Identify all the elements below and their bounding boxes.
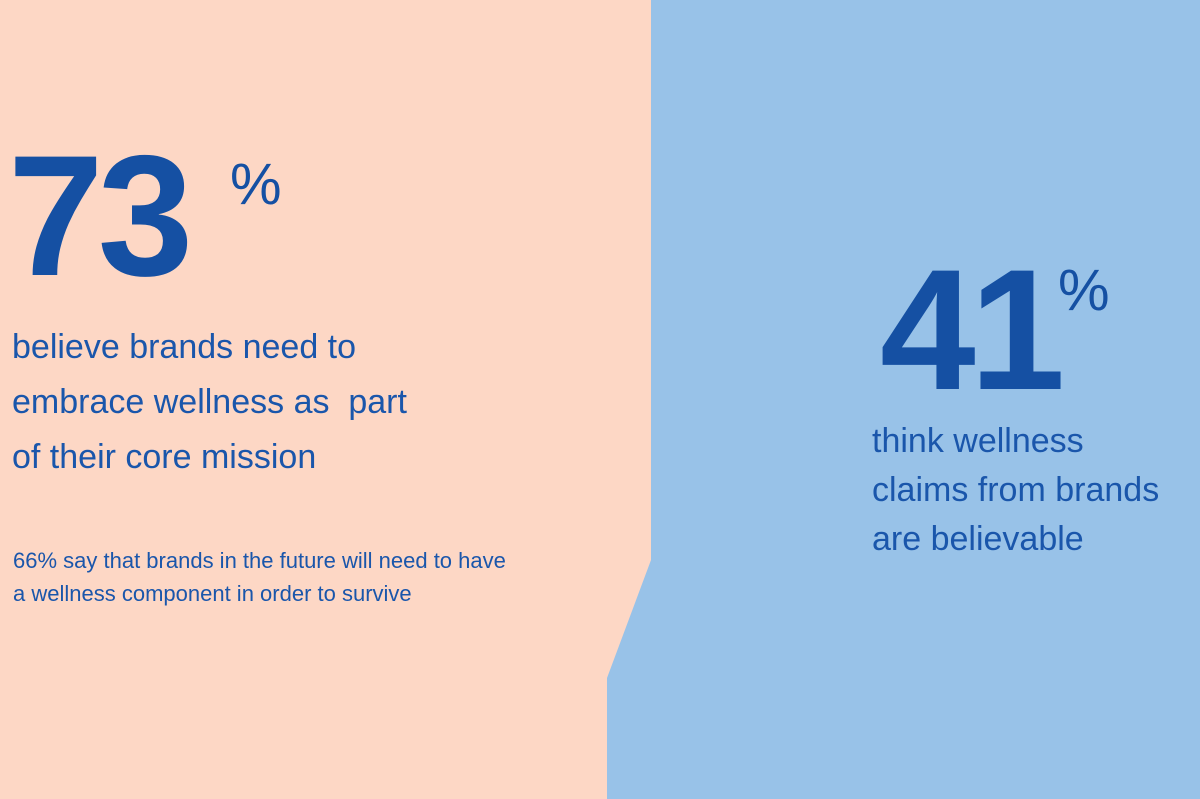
- right-stat-description-line: are believable: [872, 520, 1084, 558]
- left-stat-description: believe brands need to embrace wellness …: [12, 320, 612, 485]
- left-stat-block: 73 % believe brands need to embrace well…: [8, 130, 612, 485]
- footnote-line-2-emphasis: in order to survive: [230, 581, 412, 606]
- right-stat-number: 41: [880, 234, 1065, 426]
- right-stat-percent-sign: %: [1058, 258, 1110, 323]
- left-stat-description-line: of their core mission: [12, 438, 317, 476]
- footnote-line-2: a wellness component in order to survive: [13, 577, 613, 610]
- right-stat-description-line: think wellness: [872, 422, 1084, 460]
- left-stat-percent-sign: %: [230, 152, 282, 217]
- right-stat-block: 41 % think wellness claims from brands a…: [872, 240, 1197, 564]
- footnote-line-2-start: a wellness component: [13, 581, 231, 606]
- left-stat-description-line: embrace wellness as part: [12, 383, 407, 421]
- footnote-line-1: 66% say that brands in the future will n…: [13, 548, 506, 573]
- right-stat-description: think wellness claims from brands are be…: [872, 417, 1197, 564]
- right-stat-figure: 41 %: [872, 240, 1197, 416]
- left-stat-number: 73: [8, 120, 193, 312]
- left-stat-figure: 73 %: [8, 130, 612, 302]
- right-stat-description-line: claims from brands: [872, 471, 1160, 509]
- left-stat-description-line: believe brands need to: [12, 328, 357, 366]
- left-panel: [0, 0, 651, 799]
- footnote: 66% say that brands in the future will n…: [13, 544, 613, 610]
